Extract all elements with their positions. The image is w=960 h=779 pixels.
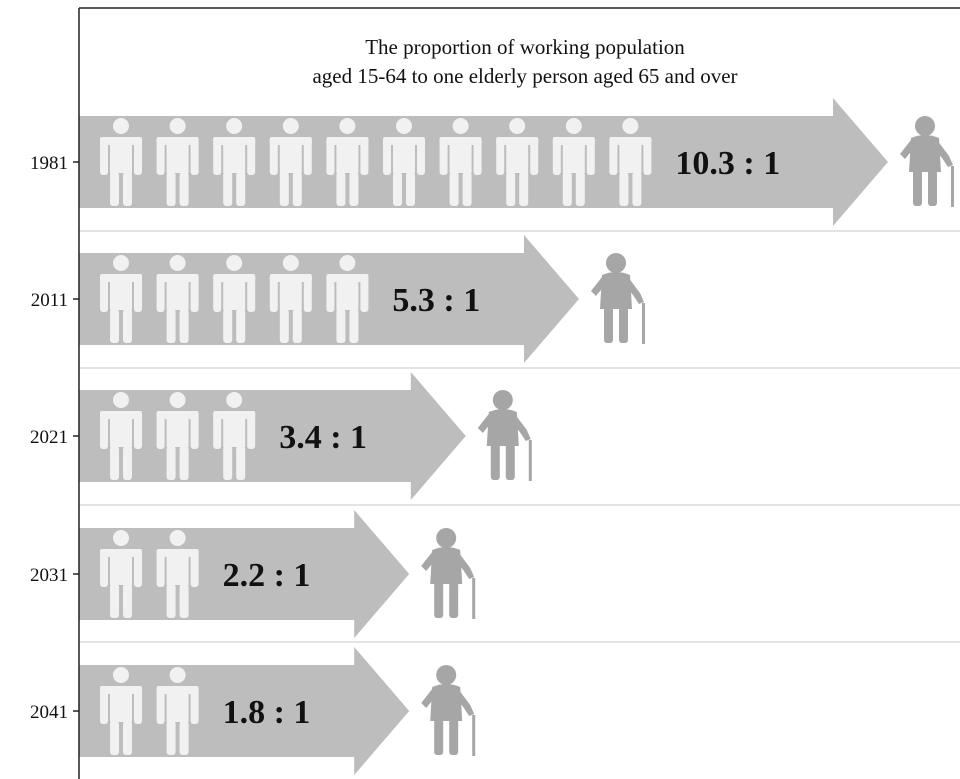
elderly-person-with-cane-icon	[591, 253, 645, 344]
elderly-person-with-cane-icon	[421, 528, 476, 619]
year-label: 1981	[30, 153, 68, 174]
chart-row-2031: 2.2 : 1 2031	[30, 510, 476, 638]
ratio-arrow-bar	[79, 510, 410, 638]
chart-row-2021: 3.4 : 1 2021	[30, 372, 532, 500]
chart-title-line-1: The proportion of working population	[365, 35, 685, 59]
ratio-data-label: 2.2 : 1	[223, 557, 311, 594]
chart-row-2041: 1.8 : 1 2041	[30, 647, 476, 775]
year-label: 2021	[30, 427, 68, 448]
chart-row-2011: 5.3 : 1 2011	[31, 235, 645, 363]
chart-rows: 10.3 : 1 1981 5.3 : 1 2011 3.4 : 1 2021 2.2 : …	[30, 98, 954, 775]
year-label: 2031	[30, 565, 68, 586]
ratio-data-label: 5.3 : 1	[392, 282, 480, 319]
chart-title-line-2: aged 15-64 to one elderly person aged 65…	[312, 64, 737, 88]
chart-row-1981: 10.3 : 1 1981	[30, 98, 954, 226]
year-label: 2041	[30, 702, 68, 723]
year-label: 2011	[31, 290, 68, 311]
ratio-data-label: 10.3 : 1	[675, 145, 780, 182]
elderly-person-with-cane-icon	[900, 116, 954, 207]
ratio-data-label: 1.8 : 1	[223, 694, 311, 731]
elderly-person-with-cane-icon	[421, 665, 476, 756]
row-dividers	[79, 230, 960, 643]
chart-title: The proportion of working population age…	[312, 35, 737, 88]
ratio-arrow-bar	[79, 647, 410, 775]
ratio-data-label: 3.4 : 1	[279, 419, 367, 456]
elderly-person-with-cane-icon	[477, 390, 532, 481]
